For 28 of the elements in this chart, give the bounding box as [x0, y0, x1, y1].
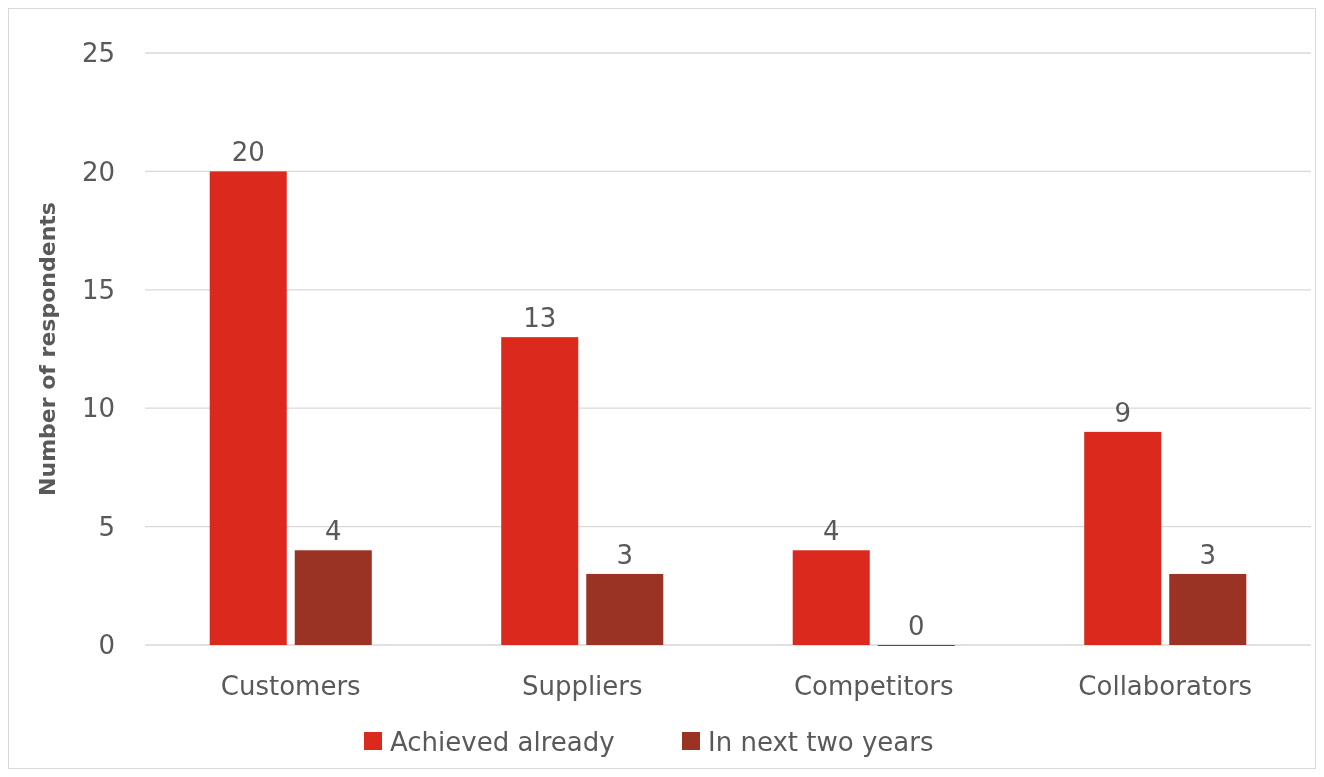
- y-tick-label: 20: [81, 156, 115, 187]
- bar: [792, 550, 870, 645]
- y-tick-label: 15: [81, 274, 115, 305]
- data-label: 20: [231, 137, 265, 168]
- bar: [294, 550, 372, 645]
- x-tick-label: Collaborators: [1078, 671, 1253, 702]
- bar: [1084, 431, 1162, 645]
- y-tick-label: 10: [81, 393, 115, 424]
- bar: [1169, 573, 1247, 645]
- bar: [209, 171, 287, 645]
- data-label: 13: [523, 303, 557, 334]
- x-tick-label: Suppliers: [521, 671, 643, 702]
- data-label: 4: [325, 516, 342, 547]
- x-tick-label: Competitors: [793, 671, 954, 702]
- bar: [586, 573, 664, 645]
- bar: [501, 337, 579, 645]
- y-tick-label: 25: [81, 38, 115, 69]
- data-label: 3: [1199, 539, 1217, 570]
- data-label: 9: [1114, 397, 1131, 428]
- data-label: 4: [822, 516, 840, 547]
- data-label: 0: [908, 611, 925, 641]
- y-axis-title: Number of respondents: [35, 202, 60, 496]
- y-tick-label: 5: [98, 511, 115, 542]
- legend-label: Achieved already: [390, 727, 615, 758]
- data-label: 3: [616, 539, 634, 570]
- y-tick-label: 0: [98, 630, 115, 661]
- legend-label: In next two years: [708, 727, 934, 758]
- x-tick-label: Customers: [220, 671, 361, 702]
